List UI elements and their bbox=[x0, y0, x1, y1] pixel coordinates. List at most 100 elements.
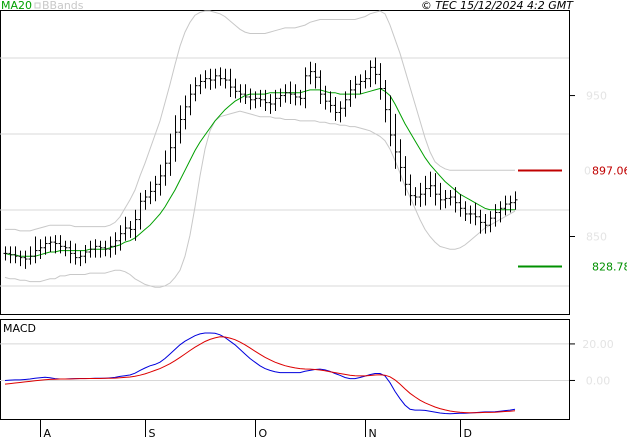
price-level-label: 897.06 bbox=[592, 165, 627, 178]
price-panel-frame bbox=[0, 10, 570, 315]
ohlc-bar bbox=[58, 235, 63, 254]
ohlc-bar bbox=[458, 194, 463, 217]
macd-grid bbox=[0, 343, 569, 381]
price-axis-label: 950 bbox=[586, 90, 607, 103]
ohlc-bar bbox=[168, 133, 173, 176]
macd-title: MACD bbox=[3, 322, 36, 335]
ohlc-bar bbox=[8, 246, 13, 264]
ohlc-bar bbox=[443, 189, 448, 209]
ohlc-bar bbox=[13, 246, 18, 264]
price-level-prefix: 0 bbox=[584, 165, 591, 178]
ohlc-bar bbox=[53, 235, 58, 254]
ohlc-bar bbox=[68, 240, 73, 264]
ohlc-bar bbox=[453, 187, 458, 213]
price-axis-label: 850 bbox=[586, 230, 607, 243]
time-axis-label: S bbox=[149, 427, 156, 440]
ohlc-bar bbox=[403, 156, 408, 196]
ohlc-bar bbox=[118, 225, 123, 251]
ohlc-bar bbox=[253, 91, 258, 109]
ohlc-bar bbox=[103, 240, 108, 257]
macd-axis-label: 20.00 bbox=[582, 338, 614, 351]
ohlc-bar bbox=[438, 182, 443, 210]
ohlc-bar bbox=[113, 232, 118, 255]
time-axis-label: N bbox=[369, 427, 377, 440]
ohlc-bar bbox=[123, 216, 128, 241]
ohlc-bar bbox=[473, 202, 478, 226]
ohlc-bar bbox=[423, 175, 428, 206]
ohlc-bar bbox=[63, 240, 68, 257]
ohlc-bar bbox=[228, 68, 233, 97]
ohlc-bar bbox=[263, 89, 268, 112]
ohlc-bar bbox=[288, 81, 293, 105]
ohlc-bar bbox=[383, 80, 388, 123]
price-axis: 950 850 bbox=[569, 90, 607, 243]
ohlc-bar bbox=[3, 246, 8, 261]
ohlc-bar bbox=[178, 105, 183, 144]
macd-line bbox=[4, 332, 516, 415]
ma20-legend-label: MA20 bbox=[1, 0, 32, 12]
ohlc-bar bbox=[158, 164, 163, 196]
ohlc-bar bbox=[468, 205, 473, 224]
ohlc-bar bbox=[138, 192, 143, 230]
ohlc-bar bbox=[143, 189, 148, 210]
ohlc-bar bbox=[23, 250, 28, 269]
ohlc-bar bbox=[198, 74, 203, 95]
ohlc-bar bbox=[418, 182, 423, 207]
ohlc-bar bbox=[153, 175, 158, 202]
macd-panel-frame bbox=[0, 319, 570, 420]
bollinger-bands bbox=[4, 10, 516, 288]
ohlc-bar bbox=[368, 60, 373, 88]
ohlc-bar bbox=[513, 191, 518, 210]
ma20-path bbox=[4, 87, 515, 257]
ohlc-bar bbox=[38, 239, 43, 260]
ohlc-bar bbox=[413, 187, 418, 206]
ohlc-bar bbox=[428, 171, 433, 198]
ohlc-bar bbox=[88, 240, 93, 258]
macd-axis-label: 0.00 bbox=[586, 374, 611, 387]
ohlc-bar bbox=[213, 68, 218, 89]
ohlc-bar bbox=[208, 68, 213, 90]
ohlc-bar bbox=[128, 220, 133, 238]
ohlc-bar bbox=[308, 61, 313, 85]
ohlc-bar bbox=[303, 67, 308, 109]
ohlc-bar bbox=[173, 115, 178, 162]
ohlc-bar bbox=[293, 84, 298, 106]
ohlc-bar bbox=[373, 57, 378, 85]
price-level-label: 828.78 bbox=[592, 261, 627, 274]
ohlc-bar bbox=[463, 201, 468, 221]
ohlc-bar bbox=[323, 85, 328, 110]
ohlc-bar bbox=[243, 84, 248, 105]
ohlc-bar bbox=[298, 89, 303, 106]
ohlc-bar bbox=[508, 195, 513, 213]
ohlc-bar bbox=[148, 181, 153, 205]
macd-panel: MACD 20.00 0.00 bbox=[0, 319, 614, 420]
ohlc-bar bbox=[223, 68, 228, 89]
ohlc-bar bbox=[433, 173, 438, 206]
ohlc-bar bbox=[78, 250, 83, 267]
macd-lines bbox=[4, 332, 516, 415]
ohlc-bar bbox=[163, 150, 168, 186]
ohlc-bar bbox=[108, 236, 113, 258]
ohlc-bar bbox=[43, 236, 48, 255]
signal-line bbox=[4, 336, 516, 414]
ohlc-bar bbox=[348, 80, 353, 107]
ohlc-bar bbox=[188, 84, 193, 116]
ohlc-bar bbox=[273, 89, 278, 112]
ohlc-bar bbox=[503, 195, 508, 216]
price-panel: 0 897.06 828.78 950 850 bbox=[0, 10, 627, 315]
ohlc-bar bbox=[268, 94, 273, 114]
ohlc-bar bbox=[343, 91, 348, 117]
ohlc-bar bbox=[318, 70, 323, 105]
ohlc-bar bbox=[48, 236, 53, 252]
macd-axis: 20.00 0.00 bbox=[569, 338, 614, 387]
ohlc-bar bbox=[488, 211, 493, 233]
ohlc-bar bbox=[408, 174, 413, 206]
ohlc-bar bbox=[28, 246, 33, 265]
lower-band-line bbox=[4, 110, 516, 288]
ohlc-bar bbox=[193, 77, 198, 102]
ohlc-bar bbox=[203, 70, 208, 89]
ohlc-bar bbox=[83, 244, 88, 264]
ma20-line bbox=[4, 87, 515, 257]
